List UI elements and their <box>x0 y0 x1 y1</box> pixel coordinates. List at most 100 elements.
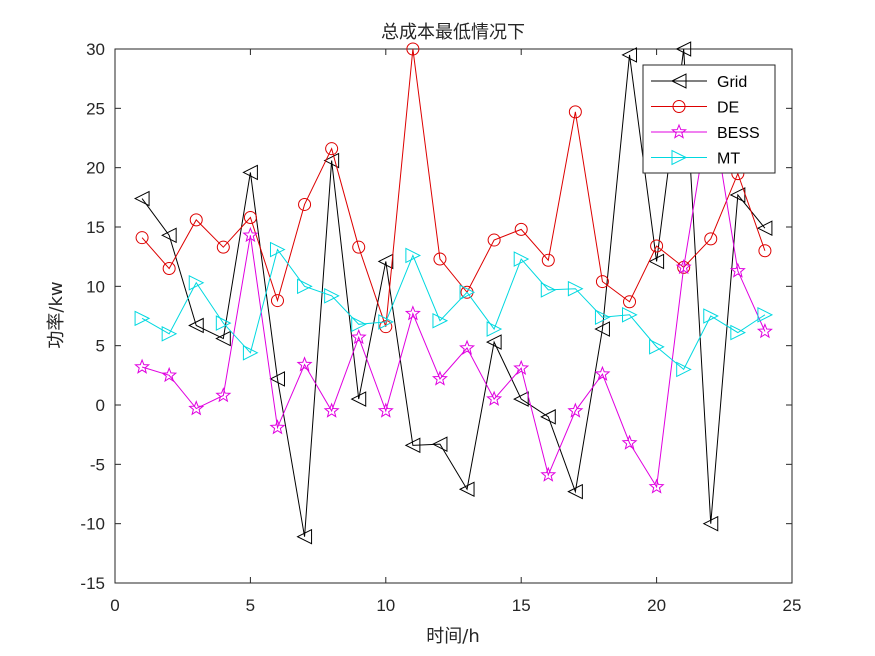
data-point-grid <box>513 391 529 407</box>
data-point-mt <box>540 282 557 298</box>
y-tick-label: -5 <box>90 455 105 474</box>
data-point-de <box>704 232 718 246</box>
y-tick-label: -15 <box>80 574 105 593</box>
data-point-de <box>325 142 339 156</box>
data-point-bess <box>215 387 232 403</box>
series-mt <box>134 241 774 378</box>
data-point-de <box>406 42 420 56</box>
data-point-bess <box>242 226 259 243</box>
data-point-bess <box>296 356 313 372</box>
x-tick-label: 20 <box>647 596 666 615</box>
y-tick-label: 0 <box>96 396 105 415</box>
data-point-grid <box>675 41 692 57</box>
data-point-bess <box>729 262 746 278</box>
data-point-grid <box>540 409 556 425</box>
data-point-bess <box>188 400 205 416</box>
data-point-mt <box>622 307 638 323</box>
chart-title: 总成本最低情况下 <box>381 22 525 43</box>
data-point-bess <box>431 370 448 386</box>
data-point-mt <box>459 284 476 301</box>
data-point-mt <box>730 324 746 341</box>
data-point-grid <box>323 152 340 169</box>
series-line-mt <box>141 248 766 371</box>
y-tick-label: 5 <box>96 337 105 356</box>
data-point-bess <box>675 258 692 275</box>
series-bess <box>134 94 773 494</box>
y-axis-label: 功率/kw <box>46 281 67 348</box>
data-point-grid <box>486 334 502 350</box>
data-point-mt <box>378 314 394 330</box>
legend-marker-grid <box>670 73 687 89</box>
data-point-grid <box>756 220 773 236</box>
data-point-grid <box>702 515 719 532</box>
series-line-bess <box>141 102 766 489</box>
data-point-de <box>595 275 609 289</box>
data-point-de <box>568 105 582 119</box>
data-point-grid <box>621 47 638 63</box>
data-point-de <box>650 239 664 253</box>
data-point-grid <box>594 321 610 337</box>
data-point-mt <box>297 278 313 295</box>
data-point-bess <box>459 339 476 355</box>
data-point-de <box>514 222 528 236</box>
data-point-de <box>135 231 149 245</box>
data-point-de <box>216 240 230 254</box>
legend-marker-de <box>672 100 686 113</box>
legend-label-bess: BESS <box>717 125 760 142</box>
series-de <box>135 42 772 334</box>
data-point-bess <box>486 390 503 406</box>
data-point-mt <box>161 325 178 342</box>
y-tick-label: 30 <box>86 40 105 59</box>
data-point-mt <box>432 312 449 329</box>
data-point-grid <box>242 164 258 181</box>
data-point-bess <box>594 365 611 381</box>
data-point-mt <box>188 274 205 291</box>
x-tick-label: 5 <box>246 596 255 615</box>
x-tick-label: 15 <box>512 596 531 615</box>
data-point-grid <box>567 483 583 500</box>
data-point-de <box>352 240 366 254</box>
x-tick-label: 10 <box>376 596 395 615</box>
x-tick-label: 0 <box>110 596 119 615</box>
y-tick-label: 10 <box>86 277 105 296</box>
data-point-grid <box>188 317 204 334</box>
data-point-grid <box>350 391 367 407</box>
data-point-mt <box>324 288 340 304</box>
data-point-mt <box>215 315 232 331</box>
data-point-grid <box>431 436 448 452</box>
data-point-grid <box>215 330 231 347</box>
data-point-bess <box>377 402 394 418</box>
data-point-mt <box>649 339 665 355</box>
plot-area-frame <box>114 48 793 584</box>
data-point-bess <box>540 466 557 482</box>
data-point-de <box>189 213 203 227</box>
data-point-mt <box>351 316 367 333</box>
data-point-bess <box>161 366 178 383</box>
y-tick-label: 15 <box>86 218 105 237</box>
data-point-mt <box>513 251 530 267</box>
data-point-mt <box>567 280 584 297</box>
series-grid <box>133 41 773 545</box>
data-point-de <box>270 294 284 308</box>
data-point-bess <box>756 323 773 339</box>
data-point-grid <box>377 253 394 270</box>
data-point-de <box>162 262 176 276</box>
data-point-de <box>541 253 555 267</box>
data-point-mt <box>269 241 286 258</box>
data-point-grid <box>404 437 421 454</box>
legend-label-de: DE <box>717 100 739 117</box>
legend-marker-bess <box>671 123 687 139</box>
data-point-mt <box>757 307 774 323</box>
data-point-bess <box>513 359 530 376</box>
axes: 0 5 10 15 20 25 -15 -10 -5 0 5 10 15 20 25 30 <box>80 40 801 615</box>
x-tick-label: 25 <box>783 596 802 615</box>
y-tick-label: -10 <box>80 515 105 534</box>
data-point-bess <box>648 478 665 494</box>
x-axis-label: 时间/h <box>426 626 479 647</box>
data-point-grid <box>161 227 177 244</box>
data-point-grid <box>296 528 313 545</box>
data-point-grid <box>133 190 150 207</box>
data-point-de <box>623 295 637 309</box>
legend-box <box>642 64 776 174</box>
